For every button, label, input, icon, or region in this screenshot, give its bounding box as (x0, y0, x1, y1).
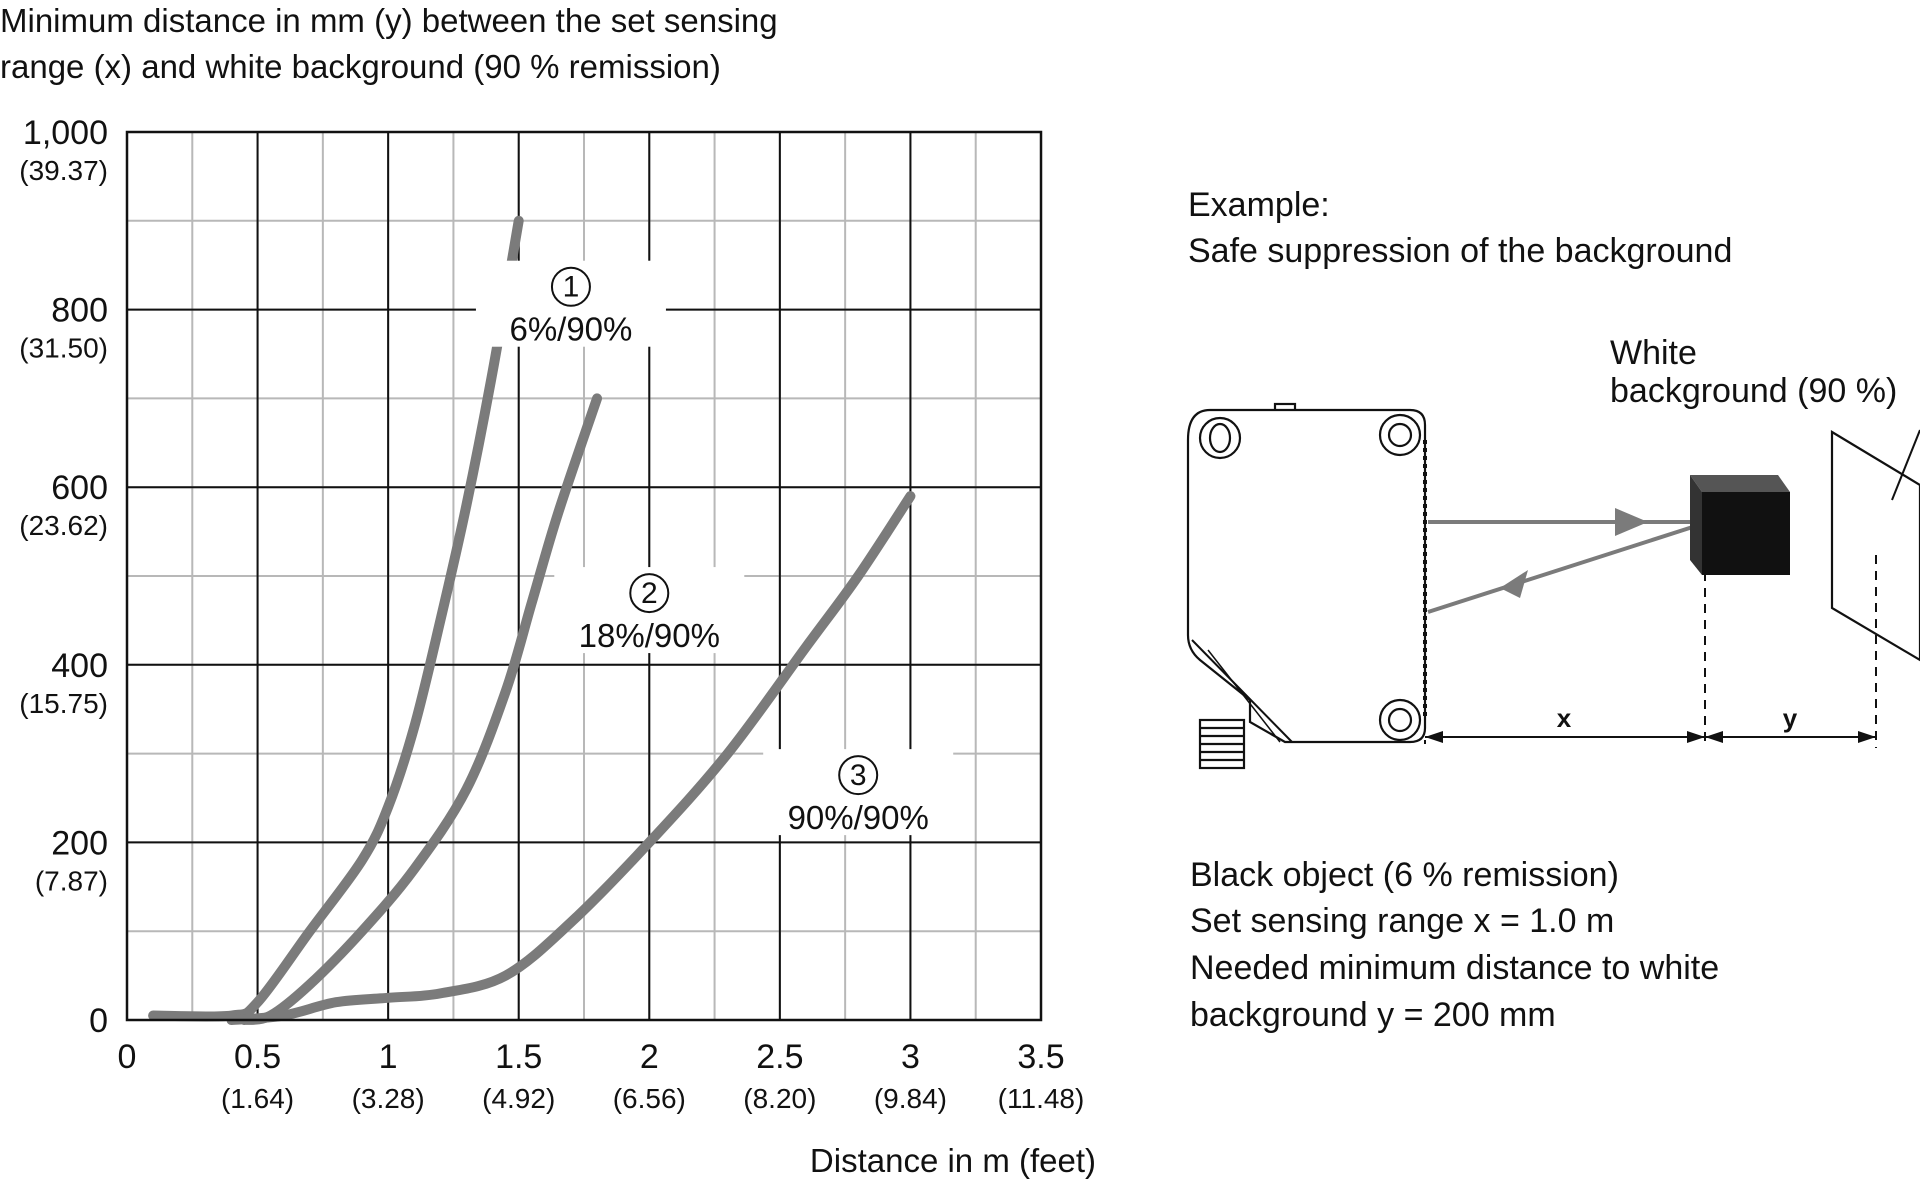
black-object-icon (1690, 475, 1790, 575)
curve-name-2: 18%/90% (579, 617, 720, 654)
curve-marker-2: 2 (641, 577, 658, 610)
plot-frame (125, 130, 1043, 1022)
curve-marker-1: 1 (563, 271, 580, 304)
curve-name-3: 90%/90% (788, 799, 929, 836)
x-tick-label: 2.5 (756, 1038, 803, 1076)
y-tick-label: 1,000 (23, 114, 108, 152)
curve-marker-circle-1 (550, 266, 591, 307)
y-tick-sublabel: (31.50) (19, 333, 108, 364)
y-tick-label: 0 (89, 1002, 108, 1040)
x-tick-label: 1 (379, 1038, 398, 1076)
curve-name-1: 6%/90% (509, 311, 632, 348)
y-tick-label: 400 (51, 647, 108, 685)
y-tick-label: 800 (51, 292, 108, 330)
dimension-x-label: x (1557, 703, 1572, 733)
y-axis-title-line1: Minimum distance in mm (y) between the s… (0, 2, 778, 39)
white-background-label-line2: background (90 %) (1610, 372, 1897, 410)
dimension-lines (1424, 540, 1877, 748)
x-tick-label: 0.5 (234, 1038, 281, 1076)
example-desc-line2: Set sensing range x = 1.0 m (1190, 902, 1614, 940)
example-illustration: Example: Safe suppression of the backgro… (1186, 186, 1920, 1034)
x-tick-sublabel: (6.56) (613, 1083, 686, 1114)
x-tick-sublabel: (1.64) (221, 1083, 294, 1114)
y-tick-sublabel: (15.75) (19, 688, 108, 719)
example-desc-line4: background y = 200 mm (1190, 996, 1556, 1034)
x-tick-sublabel: (8.20) (743, 1083, 816, 1114)
white-background-icon (1830, 429, 1920, 662)
light-beam (1427, 508, 1703, 614)
dimension-y-label: y (1783, 703, 1798, 733)
x-axis-title: Distance in m (feet) (810, 1142, 1096, 1179)
sensor-icon (1186, 402, 1427, 770)
curve-marker-circle-3 (838, 755, 879, 796)
y-tick-sublabel: (39.37) (19, 155, 108, 186)
y-tick-sublabel: (7.87) (35, 865, 108, 896)
curve-1 (148, 215, 524, 1022)
x-tick-label: 2 (640, 1038, 659, 1076)
y-tick-label: 600 (51, 469, 108, 507)
x-tick-sublabel: (4.92) (482, 1083, 555, 1114)
x-tick-label: 3 (901, 1038, 920, 1076)
x-tick-sublabel: (3.28) (352, 1083, 425, 1114)
curve-marker-circle-2 (629, 573, 670, 614)
y-tick-sublabel: (23.62) (19, 510, 108, 541)
tick-labels: 0 0.5 (1.64) 1 (3.28) 1.5 (4.92) 2 (6.56) 2.5 (8.2… (19, 114, 1084, 1114)
x-tick-label: 1.5 (495, 1038, 542, 1076)
example-desc-line3: Needed minimum distance to white (1190, 949, 1719, 987)
curves (148, 215, 916, 1025)
curve-2 (239, 393, 603, 1025)
chart: 0 0.5 (1.64) 1 (3.28) 1.5 (4.92) 2 (6.56) 2.5 (8.2… (19, 114, 1084, 1114)
white-background-label-line1: White (1610, 334, 1697, 372)
curve-3 (226, 491, 916, 1025)
x-tick-label: 0 (118, 1038, 137, 1076)
x-tick-label: 3.5 (1017, 1038, 1064, 1076)
y-axis-title-line2: range (x) and white background (90 % rem… (0, 48, 721, 85)
x-tick-sublabel: (9.84) (874, 1083, 947, 1114)
curve-marker-3: 3 (850, 759, 867, 792)
x-tick-sublabel: (11.48) (998, 1083, 1085, 1114)
example-title-line1: Example: (1188, 186, 1330, 224)
y-tick-label: 200 (51, 824, 108, 862)
example-desc-line1: Black object (6 % remission) (1190, 856, 1619, 894)
curve-labels: 1 6%/90% 2 18%/90% 3 90%/90% (475, 260, 954, 836)
example-title-line2: Safe suppression of the background (1188, 232, 1732, 270)
